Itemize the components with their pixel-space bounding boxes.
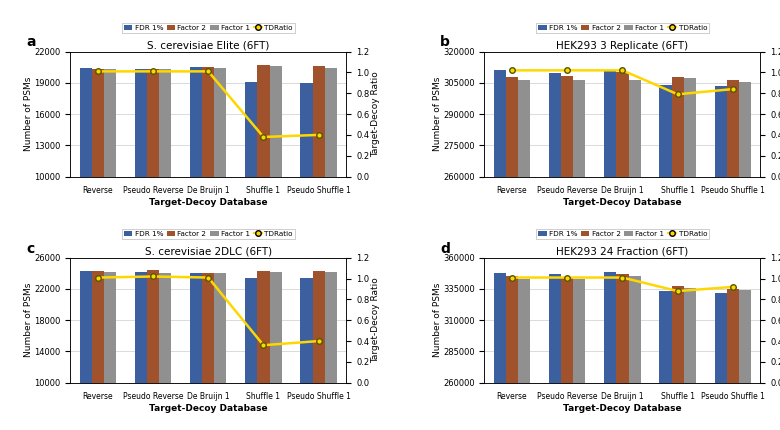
- Bar: [104, 69, 116, 281]
- Bar: [80, 271, 92, 430]
- Bar: [616, 72, 629, 430]
- Bar: [300, 279, 313, 430]
- Bar: [739, 290, 751, 430]
- Bar: [190, 67, 202, 281]
- Bar: [104, 272, 116, 430]
- Bar: [561, 76, 573, 430]
- Bar: [561, 278, 573, 430]
- Bar: [604, 272, 616, 430]
- Bar: [714, 293, 727, 430]
- Title: HEK293 3 Replicate (6FT): HEK293 3 Replicate (6FT): [556, 41, 689, 51]
- Bar: [672, 77, 684, 430]
- Bar: [573, 279, 586, 430]
- Bar: [629, 80, 640, 430]
- Title: S. cerevisiae Elite (6FT): S. cerevisiae Elite (6FT): [147, 41, 269, 51]
- Y-axis label: Number of PSMs: Number of PSMs: [433, 77, 441, 151]
- Bar: [313, 66, 324, 281]
- Bar: [549, 274, 561, 430]
- Legend: FDR 1%, Factor 2, Factor 1, TDRatio: FDR 1%, Factor 2, Factor 1, TDRatio: [122, 23, 295, 33]
- Bar: [313, 271, 324, 430]
- Title: HEK293 24 Fraction (6FT): HEK293 24 Fraction (6FT): [556, 247, 689, 257]
- Bar: [245, 82, 257, 281]
- Bar: [714, 86, 727, 430]
- Bar: [135, 69, 147, 281]
- Bar: [518, 80, 530, 430]
- Bar: [215, 273, 226, 430]
- Bar: [147, 270, 159, 430]
- Bar: [215, 68, 226, 281]
- Bar: [672, 286, 684, 430]
- Bar: [494, 273, 506, 430]
- Bar: [629, 276, 640, 430]
- Bar: [324, 272, 337, 430]
- X-axis label: Target-Decoy Database: Target-Decoy Database: [149, 404, 268, 413]
- Bar: [245, 279, 257, 430]
- Bar: [92, 271, 104, 430]
- Y-axis label: Target-Decoy Ratio: Target-Decoy Ratio: [370, 71, 380, 157]
- Legend: FDR 1%, Factor 2, Factor 1, TDRatio: FDR 1%, Factor 2, Factor 1, TDRatio: [536, 229, 709, 239]
- Text: c: c: [26, 242, 34, 255]
- Y-axis label: Number of PSMs: Number of PSMs: [23, 283, 33, 357]
- Bar: [190, 273, 202, 430]
- Bar: [659, 292, 672, 430]
- Bar: [739, 82, 751, 430]
- Bar: [727, 289, 739, 430]
- Bar: [684, 78, 696, 430]
- Text: a: a: [26, 35, 36, 49]
- X-axis label: Target-Decoy Database: Target-Decoy Database: [563, 404, 682, 413]
- Bar: [324, 68, 337, 281]
- X-axis label: Target-Decoy Database: Target-Decoy Database: [563, 198, 682, 207]
- Bar: [518, 279, 530, 430]
- Bar: [300, 83, 313, 281]
- Y-axis label: Target-Decoy Ratio: Target-Decoy Ratio: [370, 277, 380, 363]
- Bar: [270, 66, 282, 281]
- Bar: [506, 276, 518, 430]
- Legend: FDR 1%, Factor 2, Factor 1, TDRatio: FDR 1%, Factor 2, Factor 1, TDRatio: [122, 229, 295, 239]
- Bar: [727, 80, 739, 430]
- Legend: FDR 1%, Factor 2, Factor 1, TDRatio: FDR 1%, Factor 2, Factor 1, TDRatio: [536, 23, 709, 33]
- Bar: [257, 65, 270, 281]
- Text: d: d: [440, 242, 450, 255]
- Bar: [159, 273, 172, 430]
- Bar: [604, 71, 616, 430]
- Bar: [573, 80, 586, 430]
- Bar: [147, 69, 159, 281]
- Bar: [159, 69, 172, 281]
- Bar: [659, 85, 672, 430]
- X-axis label: Target-Decoy Database: Target-Decoy Database: [149, 198, 268, 207]
- Y-axis label: Number of PSMs: Number of PSMs: [23, 77, 33, 151]
- Bar: [92, 69, 104, 281]
- Bar: [684, 288, 696, 430]
- Text: b: b: [440, 35, 450, 49]
- Bar: [202, 67, 215, 281]
- Bar: [616, 274, 629, 430]
- Bar: [494, 71, 506, 430]
- Bar: [135, 272, 147, 430]
- Bar: [270, 272, 282, 430]
- Y-axis label: Number of PSMs: Number of PSMs: [433, 283, 441, 357]
- Bar: [202, 273, 215, 430]
- Bar: [257, 271, 270, 430]
- Bar: [506, 77, 518, 430]
- Bar: [549, 74, 561, 430]
- Bar: [80, 68, 92, 281]
- Title: S. cerevisiae 2DLC (6FT): S. cerevisiae 2DLC (6FT): [145, 247, 271, 257]
